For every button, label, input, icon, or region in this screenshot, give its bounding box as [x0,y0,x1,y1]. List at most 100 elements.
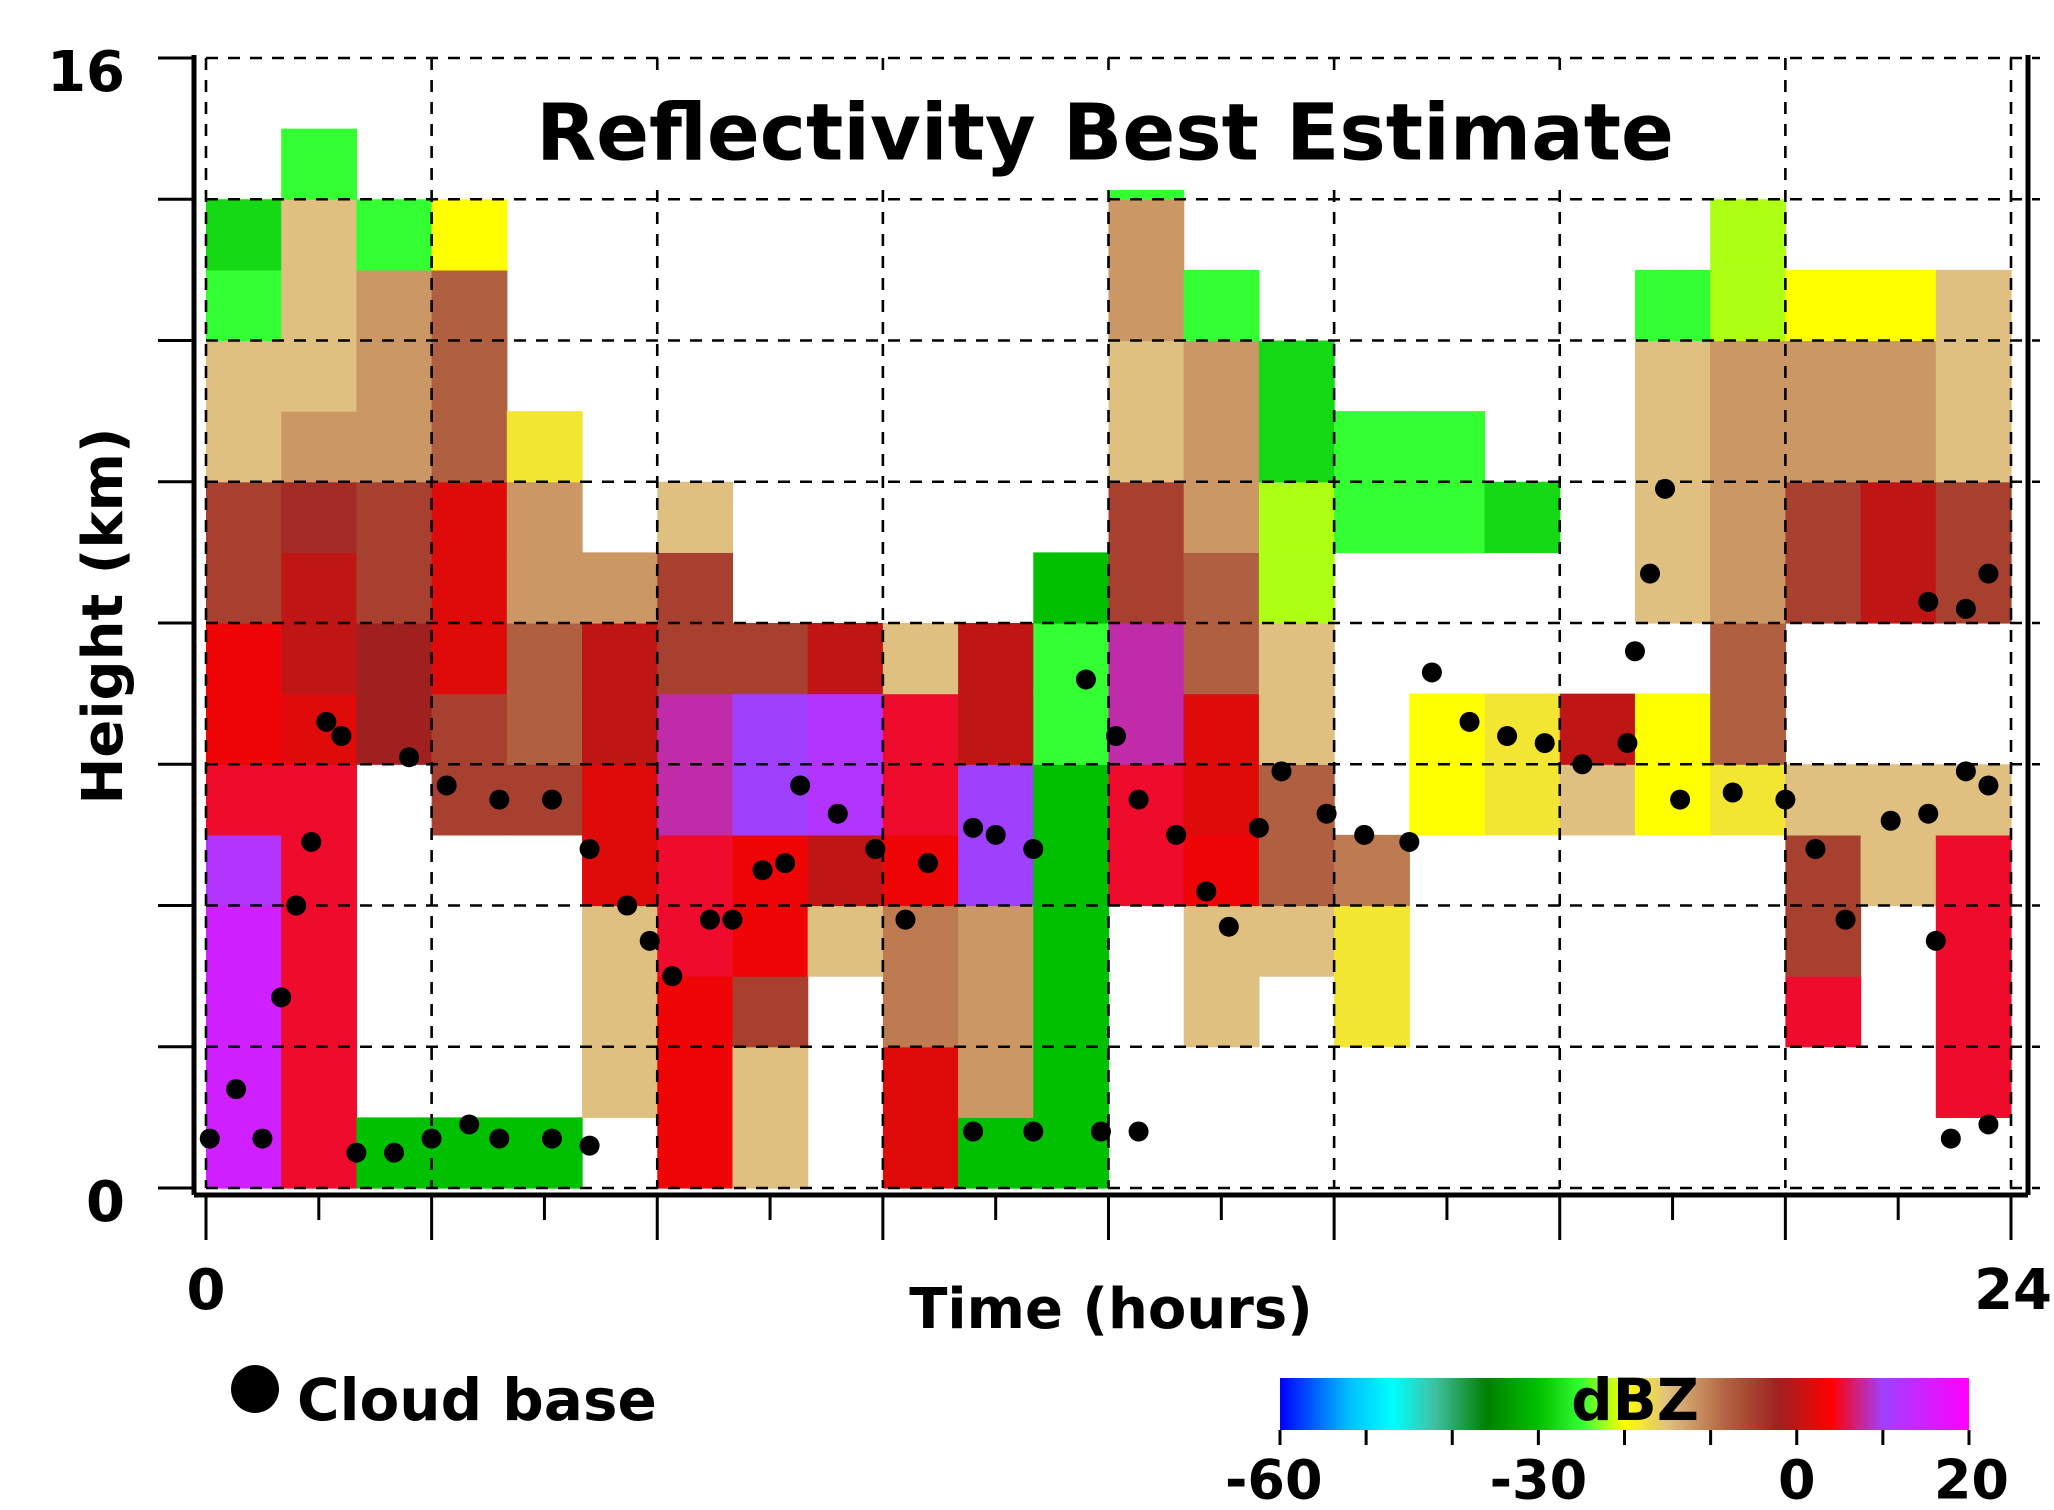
reflectivity-cell [657,1117,733,1188]
cloud-base-point [1166,825,1186,845]
reflectivity-cell [1109,623,1185,694]
reflectivity-cell [1259,552,1335,623]
cloud-base-point [895,910,915,930]
reflectivity-cell [958,694,1034,765]
reflectivity-cell [1259,764,1335,835]
reflectivity-cell [1785,482,1861,553]
reflectivity-cell [1710,411,1786,482]
legend-marker [231,1365,279,1413]
reflectivity-cell [1033,552,1109,623]
cloud-base-point [384,1143,404,1163]
reflectivity-cell [1936,341,2012,412]
reflectivity-cell [507,552,583,623]
cloud-base-point [1881,811,1901,831]
reflectivity-cell [1785,976,1861,1047]
cloud-base-point [1271,761,1291,781]
reflectivity-cell [1635,552,1711,623]
cloud-base-point [617,896,637,916]
reflectivity-cell [432,482,508,553]
reflectivity-cell [958,623,1034,694]
y-tick-label: 16 [47,40,125,105]
cloud-base-point [286,896,306,916]
cloud-base-point [200,1129,220,1149]
cloud-base-point [542,1129,562,1149]
cloud-base-point [986,825,1006,845]
reflectivity-cell [582,764,658,835]
cloud-base-point [1354,825,1374,845]
cloud-base-point [1655,479,1675,499]
reflectivity-cell [582,976,658,1047]
reflectivity-cell [432,552,508,623]
reflectivity-cell [1259,694,1335,765]
reflectivity-cell [808,623,884,694]
reflectivity-cell [657,482,733,553]
cloud-base-point [1535,733,1555,753]
reflectivity-cell [281,906,357,977]
reflectivity-cell [1861,341,1937,412]
cloud-base-point [1723,783,1743,803]
cloud-base-point [422,1129,442,1149]
reflectivity-cell [1109,199,1185,270]
cloud-base-point [963,818,983,838]
reflectivity-cell [1259,411,1335,482]
reflectivity-cell [1785,764,1861,835]
y-tick-label: 0 [86,1170,125,1235]
reflectivity-cell [432,341,508,412]
reflectivity-cell [1184,341,1260,412]
reflectivity-cell [356,199,432,270]
reflectivity-cell [1785,552,1861,623]
reflectivity-cell [281,270,357,341]
cloud-base-point [1422,662,1442,682]
reflectivity-cell [732,694,808,765]
reflectivity-cell [883,1047,959,1118]
reflectivity-cell [356,411,432,482]
cloud-base-point [1918,804,1938,824]
cloud-base-point [437,775,457,795]
reflectivity-cell [808,694,884,765]
reflectivity-cell [1785,341,1861,412]
reflectivity-cell [507,623,583,694]
cloud-base-point [865,839,885,859]
reflectivity-cell [657,835,733,906]
cloud-base-point [580,1136,600,1156]
reflectivity-cell [1936,270,2012,341]
reflectivity-cell [356,552,432,623]
reflectivity-cell [732,1047,808,1118]
reflectivity-cell [657,906,733,977]
reflectivity-cell [1710,552,1786,623]
cloud-base-point [1978,775,1998,795]
cloud-base-point [790,775,810,795]
reflectivity-cell [206,835,282,906]
cloud-base-point [489,1129,509,1149]
reflectivity-cell [1334,835,1410,906]
reflectivity-cell [1033,976,1109,1047]
reflectivity-cell [1785,270,1861,341]
reflectivity-cell [1109,411,1185,482]
cloud-base-point [775,853,795,873]
reflectivity-cell [883,1117,959,1188]
reflectivity-cell [1936,482,2012,553]
reflectivity-cell [1109,270,1185,341]
reflectivity-cell [281,976,357,1047]
cloud-base-point [1926,931,1946,951]
reflectivity-cell [1184,764,1260,835]
cloud-base-point [1617,733,1637,753]
reflectivity-cell [206,764,282,835]
cloud-base-point [301,832,321,852]
reflectivity-cell [206,1047,282,1118]
cloud-base-point [722,910,742,930]
reflectivity-cell [507,411,583,482]
colorbar-tick-label: 20 [1934,1449,2009,1510]
cloud-base-point [1129,1122,1149,1142]
reflectivity-cell [206,906,282,977]
reflectivity-cell [1409,482,1485,553]
reflectivity-cell [732,976,808,1047]
reflectivity-cell [883,764,959,835]
reflectivity-cell [1635,411,1711,482]
x-axis-label: Time (hours) [909,1277,1313,1342]
reflectivity-cell [281,411,357,482]
reflectivity-cell [206,1117,282,1188]
x-tick-label: 24 [1974,1258,2052,1323]
reflectivity-cell [582,623,658,694]
